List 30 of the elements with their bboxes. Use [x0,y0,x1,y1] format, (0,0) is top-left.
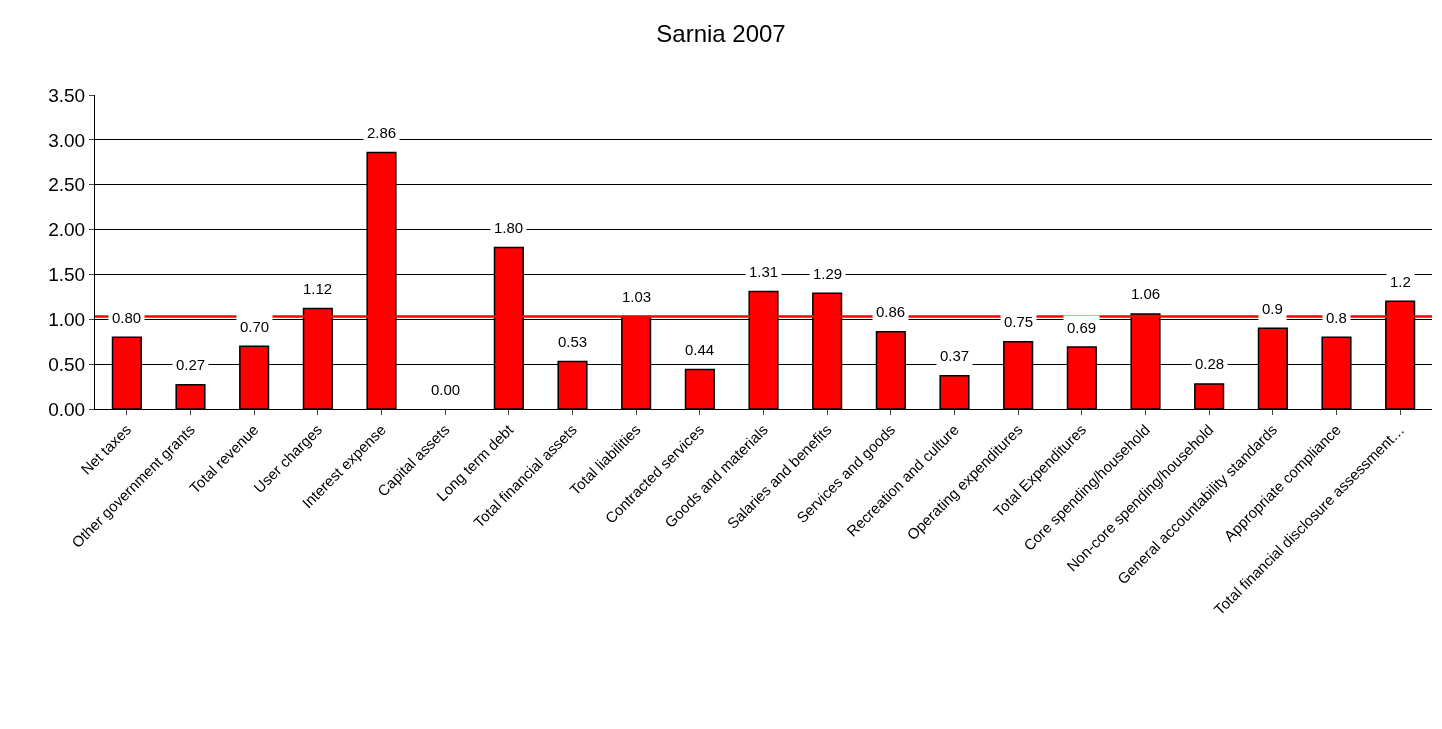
data-label: 0.00 [431,381,461,398]
y-tick-label: 0.50 [48,353,86,375]
data-label: 1.80 [494,219,524,236]
data-label: 1.29 [813,265,843,282]
y-tick-label: 3.50 [48,84,86,106]
data-label: 0.28 [1195,355,1225,372]
data-label: 1.31 [749,263,779,280]
data-label: 0.80 [112,309,142,326]
data-label: 0.86 [876,303,906,320]
data-label: 1.06 [1131,285,1161,302]
y-tick-label: 2.50 [48,174,86,196]
data-label: 0.75 [1004,313,1034,330]
y-tick-label: 3.00 [48,129,86,151]
data-label: 0.27 [176,356,206,373]
data-label: 1.2 [1390,273,1411,290]
data-label: 0.37 [940,347,970,364]
y-tick-label: 1.00 [48,308,86,330]
data-label: 0.69 [1067,319,1097,336]
data-label: 1.03 [622,288,652,305]
data-label: 0.44 [685,341,715,358]
data-label: 0.53 [558,333,588,350]
data-label: 0.9 [1262,300,1283,317]
y-tick-label: 1.50 [48,264,86,286]
data-label: 2.86 [367,124,397,141]
y-tick-label: 0.00 [48,398,86,420]
chart-title: Sarnia 2007 [656,20,786,48]
y-tick-label: 2.00 [48,219,86,241]
data-label: 0.8 [1326,309,1347,326]
data-label: 1.12 [303,280,333,297]
data-label: 0.70 [240,318,270,335]
